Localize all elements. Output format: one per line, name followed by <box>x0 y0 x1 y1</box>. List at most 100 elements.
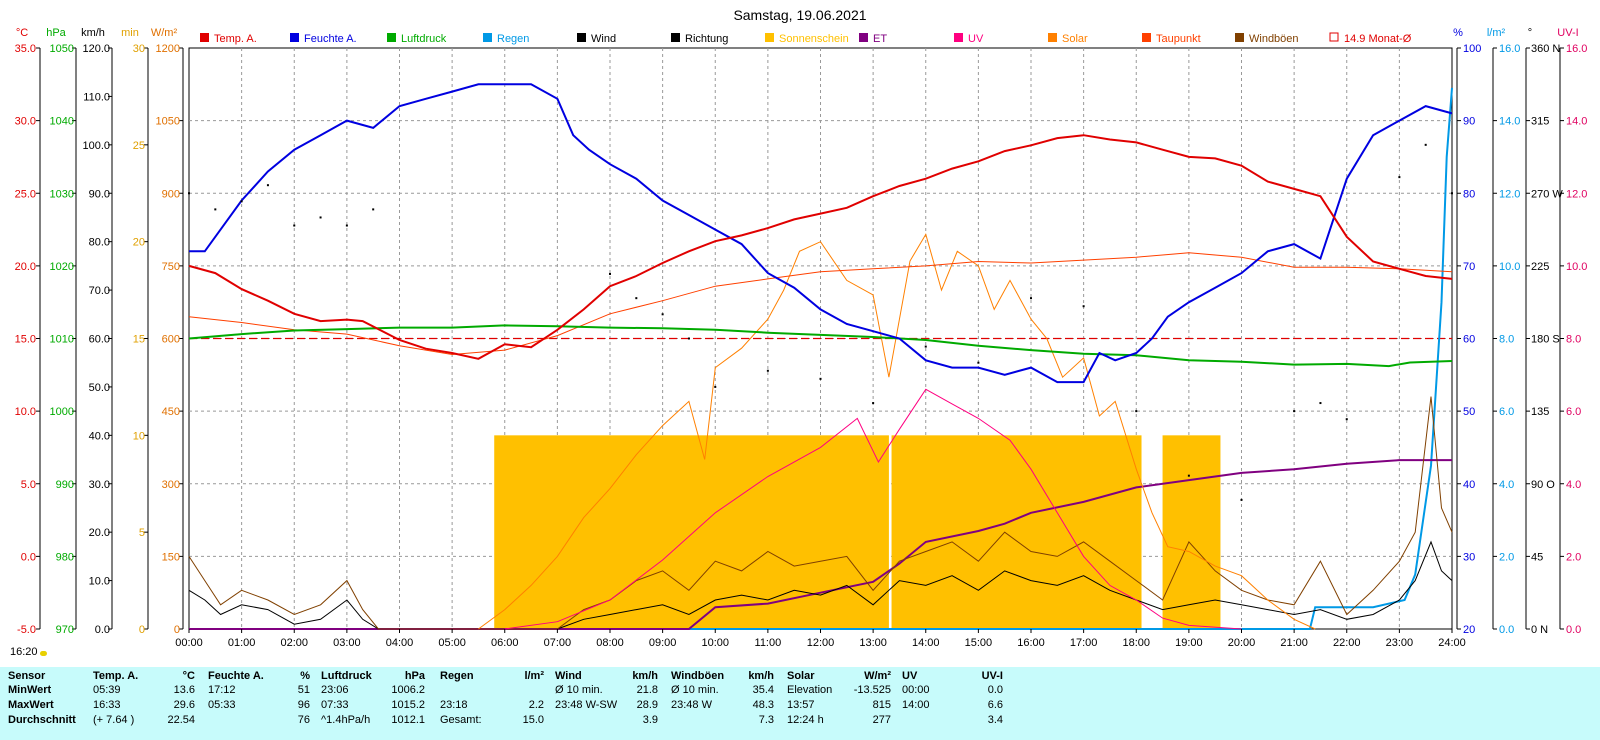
tick-label: 1050 <box>50 43 74 55</box>
stats-cell: UV-I <box>981 670 1003 682</box>
series-line <box>188 134 1453 360</box>
stats-cell: 815 <box>872 699 891 711</box>
direction-point <box>635 297 638 300</box>
tick-label: 30.0 <box>89 479 110 491</box>
direction-point <box>714 385 717 388</box>
axis-unit: ° <box>1528 27 1532 39</box>
legend-swatch <box>1048 33 1057 42</box>
series-line <box>188 252 1453 356</box>
tick-label: 20.0 <box>15 261 36 273</box>
tick-label: 60 <box>1463 334 1475 346</box>
legend-swatch <box>1329 32 1339 42</box>
tick-label: 980 <box>56 551 74 563</box>
tick-label: 12.0 <box>1499 188 1520 200</box>
direction-point <box>1030 297 1032 300</box>
legend-label: UV <box>968 33 984 45</box>
tick-label: 10.0 <box>15 406 36 418</box>
sunshine-bar <box>891 435 1142 629</box>
tick-label: 30 <box>133 43 145 55</box>
stats-cell: 23:06 <box>321 684 349 696</box>
time-tick-label: 21:00 <box>1280 637 1308 649</box>
stats-cell: 07:33 <box>321 699 349 711</box>
tick-label: 35.0 <box>15 43 36 55</box>
tick-label: 5 <box>139 527 145 539</box>
left-axes: 35.030.025.020.015.010.05.00.0-5.0°C1050… <box>15 27 184 636</box>
right-axes: 100 90 80 70 60 50 40 30 20% 16.0 14.0 12.0 10.0 8.0 6… <box>1453 27 1587 636</box>
tick-label: 970 <box>56 624 74 636</box>
legend-label: Richtung <box>685 33 728 45</box>
stats-cell: MinWert <box>8 684 52 696</box>
stats-cell: 15.0 <box>522 714 544 726</box>
legend-swatch <box>1235 33 1244 42</box>
stats-cell: 35.4 <box>752 684 774 696</box>
direction-point <box>819 377 822 380</box>
direction-point <box>872 402 875 405</box>
tick-label: 0.0 <box>95 624 110 636</box>
stats-cell: Sensor <box>8 670 46 682</box>
series-group <box>188 83 1453 630</box>
stats-cell: Regen <box>440 670 474 682</box>
tick-label: 1200 <box>156 43 180 55</box>
sunshine-bars <box>494 435 1221 629</box>
tick-label: 12.0 <box>1566 188 1587 200</box>
tick-label: 0 N <box>1531 624 1548 636</box>
tick-label: 70.0 <box>89 285 110 297</box>
legend-swatch <box>1142 33 1151 42</box>
tick-label: 40 <box>1463 479 1475 491</box>
tick-label: 15.0 <box>15 334 36 346</box>
tick-label: 20 <box>133 237 145 249</box>
stats-cell: 12:24 h <box>787 714 824 726</box>
tick-label: 16.0 <box>1499 43 1520 55</box>
tick-label: 80 <box>1463 188 1475 200</box>
legend-label: 14.9 Monat-Ø <box>1344 33 1412 45</box>
tick-label: 750 <box>162 261 180 273</box>
direction-point <box>240 200 243 203</box>
time-tick-label: 18:00 <box>1122 637 1150 649</box>
legend-label: Wind <box>591 33 616 45</box>
direction-point <box>661 313 664 316</box>
sunshine-bar <box>1162 435 1221 629</box>
direction-point <box>766 369 769 372</box>
legend-label: Feuchte A. <box>304 33 357 45</box>
stats-cell: 21.8 <box>636 684 658 696</box>
series-line <box>189 459 1452 630</box>
tick-label: 10.0 <box>1566 261 1587 273</box>
tick-label: 135 <box>1531 406 1549 418</box>
stats-cell: Elevation <box>787 684 833 696</box>
stats-cell: Ø 10 min. <box>555 684 603 696</box>
tick-label: 0.0 <box>1499 624 1514 636</box>
stats-cell: % <box>300 670 310 682</box>
legend-label: Taupunkt <box>1156 33 1201 45</box>
grid <box>189 48 1452 629</box>
tick-label: 0.0 <box>21 551 36 563</box>
time-tick-label: 08:00 <box>596 637 624 649</box>
tick-label: 1000 <box>50 406 74 418</box>
direction-point <box>188 192 190 195</box>
legend-swatch <box>577 33 586 42</box>
stats-cell: Luftdruck <box>321 670 372 682</box>
stats-cell: °C <box>182 670 195 682</box>
series-line <box>189 83 1453 384</box>
stats-cell: 16:33 <box>93 699 121 711</box>
stats-cell: 29.6 <box>173 699 195 711</box>
stats-cell: km/h <box>748 670 774 682</box>
direction-point <box>214 208 217 211</box>
direction-point <box>1082 305 1085 308</box>
current-time-label: 16:20 <box>10 646 38 658</box>
legend-label: Regen <box>497 33 529 45</box>
time-tick-label: 24:00 <box>1438 637 1466 649</box>
stats-cell: Feuchte A. <box>208 670 264 682</box>
tick-label: 90.0 <box>89 188 110 200</box>
tick-label: 180 S <box>1531 334 1560 346</box>
stats-cell: Durchschnitt <box>8 714 76 726</box>
tick-label: 270 W <box>1531 188 1563 200</box>
legend-swatch <box>200 33 209 42</box>
legend-label: Sonnenschein <box>779 33 849 45</box>
tick-label: 1040 <box>50 116 74 128</box>
direction-point <box>687 337 690 340</box>
tick-label: 90 <box>1463 116 1475 128</box>
tick-label: 20.0 <box>89 527 110 539</box>
series-line <box>188 324 1453 368</box>
tick-label: 4.0 <box>1499 479 1514 491</box>
stats-cell: 28.9 <box>636 699 658 711</box>
